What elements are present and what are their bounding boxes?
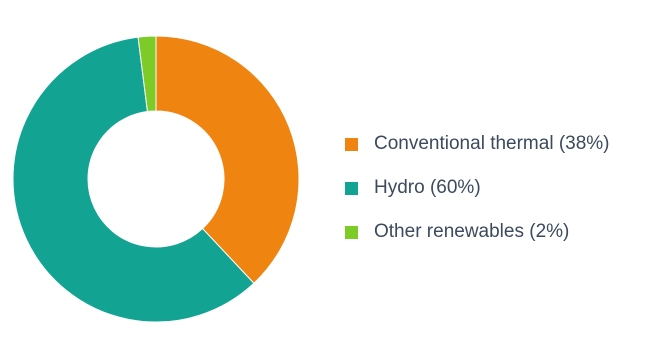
legend-swatch-hydro (345, 181, 358, 195)
legend-swatch-conventional-thermal (345, 137, 358, 151)
chart-legend: Conventional thermal (38%) Hydro (60%) O… (345, 133, 610, 265)
legend-item-other-renewables: Other renewables (2%) (345, 221, 610, 243)
slice-other-renewables (137, 35, 157, 113)
legend-label-hydro: Hydro (60%) (374, 177, 481, 198)
legend-item-hydro: Hydro (60%) (345, 177, 610, 199)
slice-conventional-thermal (155, 35, 300, 284)
legend-item-conventional-thermal: Conventional thermal (38%) (345, 133, 610, 155)
legend-label-other-renewables: Other renewables (2%) (374, 221, 570, 242)
legend-swatch-other-renewables (345, 225, 358, 239)
slice-hydro (12, 36, 255, 323)
legend-label-conventional-thermal: Conventional thermal (38%) (374, 133, 610, 154)
